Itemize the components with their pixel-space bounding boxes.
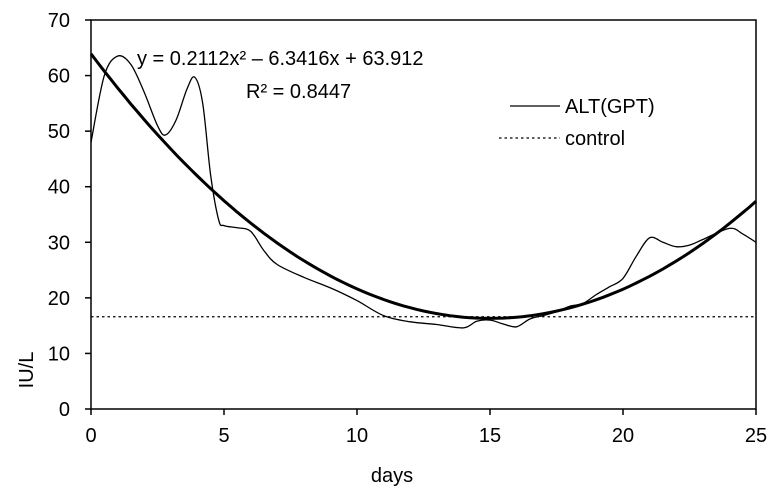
trendline-series-line — [89, 52, 757, 320]
alt-gpt-series-line — [90, 55, 757, 329]
x-tick-label: 20 — [612, 425, 634, 447]
y-tick-label: 30 — [48, 232, 70, 254]
plot-area-frame — [90, 19, 757, 410]
x-tick-label: 0 — [85, 425, 96, 447]
y-tick-label: 40 — [48, 177, 70, 199]
x-axis-title: days — [371, 465, 413, 487]
y-tick-label: 50 — [48, 121, 70, 143]
y-tick-label: 20 — [48, 288, 70, 310]
y-tick-label: 70 — [48, 10, 70, 32]
y-axis-title: IU/L — [16, 352, 38, 389]
legend-label-alt-gpt: ALT(GPT) — [565, 96, 655, 118]
y-axis: 0 10 20 30 40 50 60 70 — [48, 10, 91, 421]
legend-label-control: control — [565, 128, 625, 150]
x-tick-label: 15 — [479, 425, 501, 447]
x-tick-label: 5 — [218, 425, 229, 447]
y-tick-label: 10 — [48, 343, 70, 365]
x-axis: 0 5 10 15 20 25 — [85, 409, 767, 447]
x-tick-label: 25 — [745, 425, 767, 447]
y-tick-label: 60 — [48, 66, 70, 88]
x-tick-label: 10 — [346, 425, 368, 447]
y-tick-label: 0 — [59, 399, 70, 421]
trend-equation-label: y = 0.2112x² – 6.3416x + 63.912 — [137, 48, 424, 70]
legend: ALT(GPT) control — [499, 96, 655, 150]
r-squared-label: R² = 0.8447 — [246, 81, 351, 103]
